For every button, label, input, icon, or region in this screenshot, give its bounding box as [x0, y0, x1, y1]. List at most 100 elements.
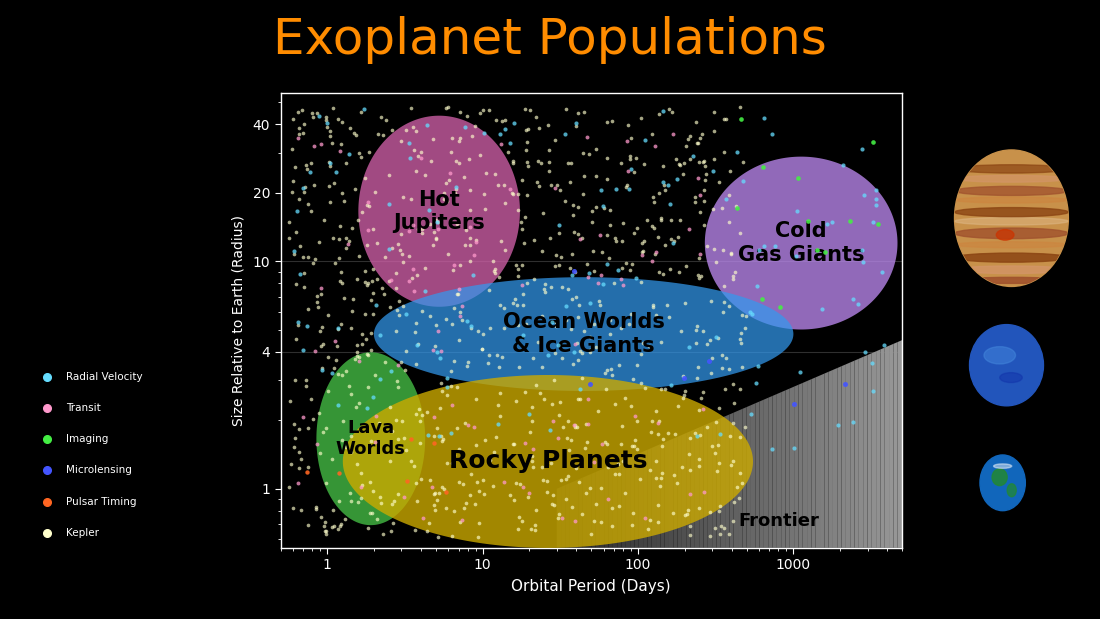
Point — [626, 167, 644, 176]
Polygon shape — [816, 376, 820, 548]
Point — [429, 326, 447, 336]
Point — [598, 494, 616, 504]
Point — [356, 277, 374, 287]
Point — [674, 371, 692, 381]
Point — [684, 151, 702, 161]
Point — [525, 353, 542, 363]
Point — [349, 459, 366, 469]
Polygon shape — [889, 344, 893, 548]
Point — [283, 459, 300, 469]
Point — [541, 181, 559, 191]
Polygon shape — [833, 368, 837, 548]
Point — [301, 158, 319, 168]
Polygon shape — [669, 439, 673, 548]
Point — [669, 478, 686, 488]
Point — [318, 123, 336, 132]
Point — [728, 204, 746, 214]
Point — [426, 431, 443, 441]
Point — [702, 368, 719, 378]
Point — [304, 258, 321, 267]
Point — [305, 112, 322, 122]
Point — [289, 123, 307, 133]
Point — [862, 358, 880, 368]
Point — [691, 253, 708, 263]
Point — [331, 276, 349, 286]
Point — [295, 183, 312, 193]
Point — [308, 439, 326, 449]
Point — [575, 326, 593, 336]
Point — [364, 310, 382, 319]
Point — [509, 205, 527, 215]
Point — [333, 188, 351, 198]
Point — [522, 416, 540, 426]
Point — [356, 266, 374, 276]
Point — [720, 365, 738, 374]
Point — [628, 154, 646, 163]
Ellipse shape — [984, 347, 1015, 364]
Point — [297, 160, 315, 170]
Polygon shape — [850, 361, 855, 548]
Point — [360, 201, 377, 211]
Point — [587, 202, 605, 212]
Polygon shape — [700, 426, 704, 548]
Point — [519, 488, 537, 498]
Point — [431, 353, 449, 363]
Point — [403, 273, 420, 283]
Point — [621, 401, 639, 411]
Point — [312, 342, 330, 352]
Point — [657, 186, 674, 196]
Point — [570, 202, 587, 212]
Point — [288, 206, 306, 216]
Point — [329, 114, 346, 124]
Point — [594, 201, 612, 211]
Point — [799, 216, 816, 226]
Point — [337, 366, 354, 376]
Point — [534, 362, 551, 372]
Point — [613, 274, 630, 284]
Point — [641, 465, 659, 475]
Point — [595, 203, 613, 213]
Point — [355, 103, 373, 113]
Point — [506, 295, 524, 305]
Point — [518, 277, 536, 287]
Point — [350, 215, 367, 225]
Point — [612, 439, 629, 449]
Point — [604, 370, 622, 380]
Point — [397, 125, 415, 135]
Point — [568, 292, 585, 302]
Polygon shape — [777, 392, 781, 548]
Point — [680, 449, 697, 459]
Polygon shape — [794, 385, 799, 548]
Point — [527, 525, 544, 535]
Point — [433, 436, 451, 446]
Point — [284, 503, 301, 513]
Point — [427, 341, 444, 351]
Point — [449, 382, 466, 392]
Point — [619, 184, 637, 194]
Point — [547, 250, 564, 260]
Polygon shape — [751, 404, 756, 548]
Point — [695, 161, 713, 171]
Point — [494, 116, 512, 126]
Point — [409, 150, 427, 160]
Point — [642, 427, 660, 437]
Point — [632, 113, 650, 123]
Point — [309, 291, 327, 301]
Point — [708, 439, 726, 449]
Point — [307, 502, 324, 512]
Point — [748, 378, 766, 388]
Point — [438, 381, 455, 391]
Point — [649, 418, 667, 428]
Point — [341, 123, 359, 133]
Point — [540, 157, 558, 167]
Point — [570, 394, 587, 404]
Point — [471, 150, 488, 160]
Point — [607, 236, 625, 246]
Point — [549, 340, 566, 350]
Point — [534, 462, 551, 472]
Point — [865, 386, 882, 396]
Point — [715, 281, 733, 291]
Point — [505, 298, 522, 308]
Point — [717, 194, 735, 204]
Text: Pulsar Timing: Pulsar Timing — [66, 496, 136, 506]
